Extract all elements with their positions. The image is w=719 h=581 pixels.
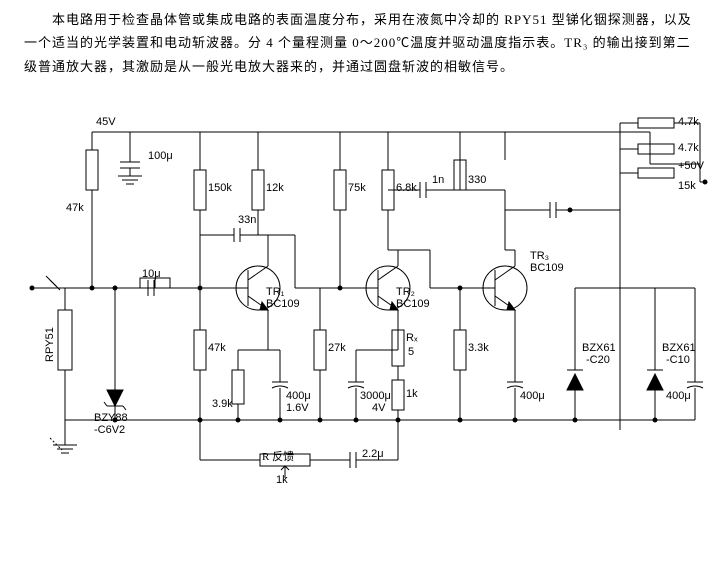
label-33n: 33n bbox=[238, 214, 256, 226]
label-47k-a: 47k bbox=[66, 202, 84, 214]
label-tr3-model: BC109 bbox=[530, 262, 564, 274]
label-3000u-v: 4V bbox=[372, 402, 385, 414]
label-tr2: TR₂ bbox=[396, 286, 415, 298]
label-10u: 10μ bbox=[142, 268, 161, 280]
label-47k-b: 47k bbox=[208, 342, 226, 354]
label-bzy88-sub: -C6V2 bbox=[94, 424, 125, 436]
label-rx: Rₓ bbox=[406, 332, 418, 344]
label-feedback: R 反馈 bbox=[262, 448, 294, 464]
label-bzx61-b: BZX61 bbox=[662, 342, 696, 354]
label-100u: 100μ bbox=[148, 150, 173, 162]
label-1n: 1n bbox=[432, 174, 444, 186]
label-50v: +50V bbox=[678, 160, 704, 172]
label-15k: 15k bbox=[678, 180, 696, 192]
label-tr2-model: BC109 bbox=[396, 298, 430, 310]
label-400u-a: 400μ bbox=[286, 390, 311, 402]
label-12k: 12k bbox=[266, 182, 284, 194]
label-75k: 75k bbox=[348, 182, 366, 194]
label-4-7k-b: 4.7k bbox=[678, 142, 699, 154]
label-6-8k: 6.8k bbox=[396, 182, 417, 194]
label-400u-b: 400μ bbox=[520, 390, 545, 402]
label-feedback-val: 1k bbox=[276, 474, 288, 486]
label-tr1-model: BC109 bbox=[266, 298, 300, 310]
label-bzy88: BZY88 bbox=[94, 412, 128, 424]
label-400u-a-v: 1.6V bbox=[286, 402, 309, 414]
description-text: 本电路用于检查晶体管或集成电路的表面温度分布，采用在液氮中冷却的 RPY51 型… bbox=[0, 0, 719, 78]
label-bzx61-a-sub: -C20 bbox=[586, 354, 610, 366]
label-rx-val: 5 bbox=[408, 346, 414, 358]
label-150k: 150k bbox=[208, 182, 232, 194]
label-400u-c: 400μ bbox=[666, 390, 691, 402]
label-27k: 27k bbox=[328, 342, 346, 354]
label-4-7k-a: 4.7k bbox=[678, 116, 699, 128]
label-tr1: TR₁ bbox=[266, 286, 284, 298]
label-rpy51: RPY51 bbox=[44, 327, 56, 362]
label-330: 330 bbox=[468, 174, 486, 186]
label-bzx61-a: BZX61 bbox=[582, 342, 616, 354]
label-3000u: 3000μ bbox=[360, 390, 391, 402]
label-3-9k: 3.9k bbox=[212, 398, 233, 410]
label-2-2u: 2.2μ bbox=[362, 448, 384, 460]
label-45v: 45V bbox=[96, 116, 116, 128]
label-tr3: TR₃ bbox=[530, 250, 549, 262]
circuit-diagram: 45V +50V 100μ 47k 150k 12k 33n 75k 6.8k … bbox=[0, 110, 719, 576]
label-bzx61-b-sub: -C10 bbox=[666, 354, 690, 366]
label-1k-a: 1k bbox=[406, 388, 418, 400]
label-3-3k: 3.3k bbox=[468, 342, 489, 354]
